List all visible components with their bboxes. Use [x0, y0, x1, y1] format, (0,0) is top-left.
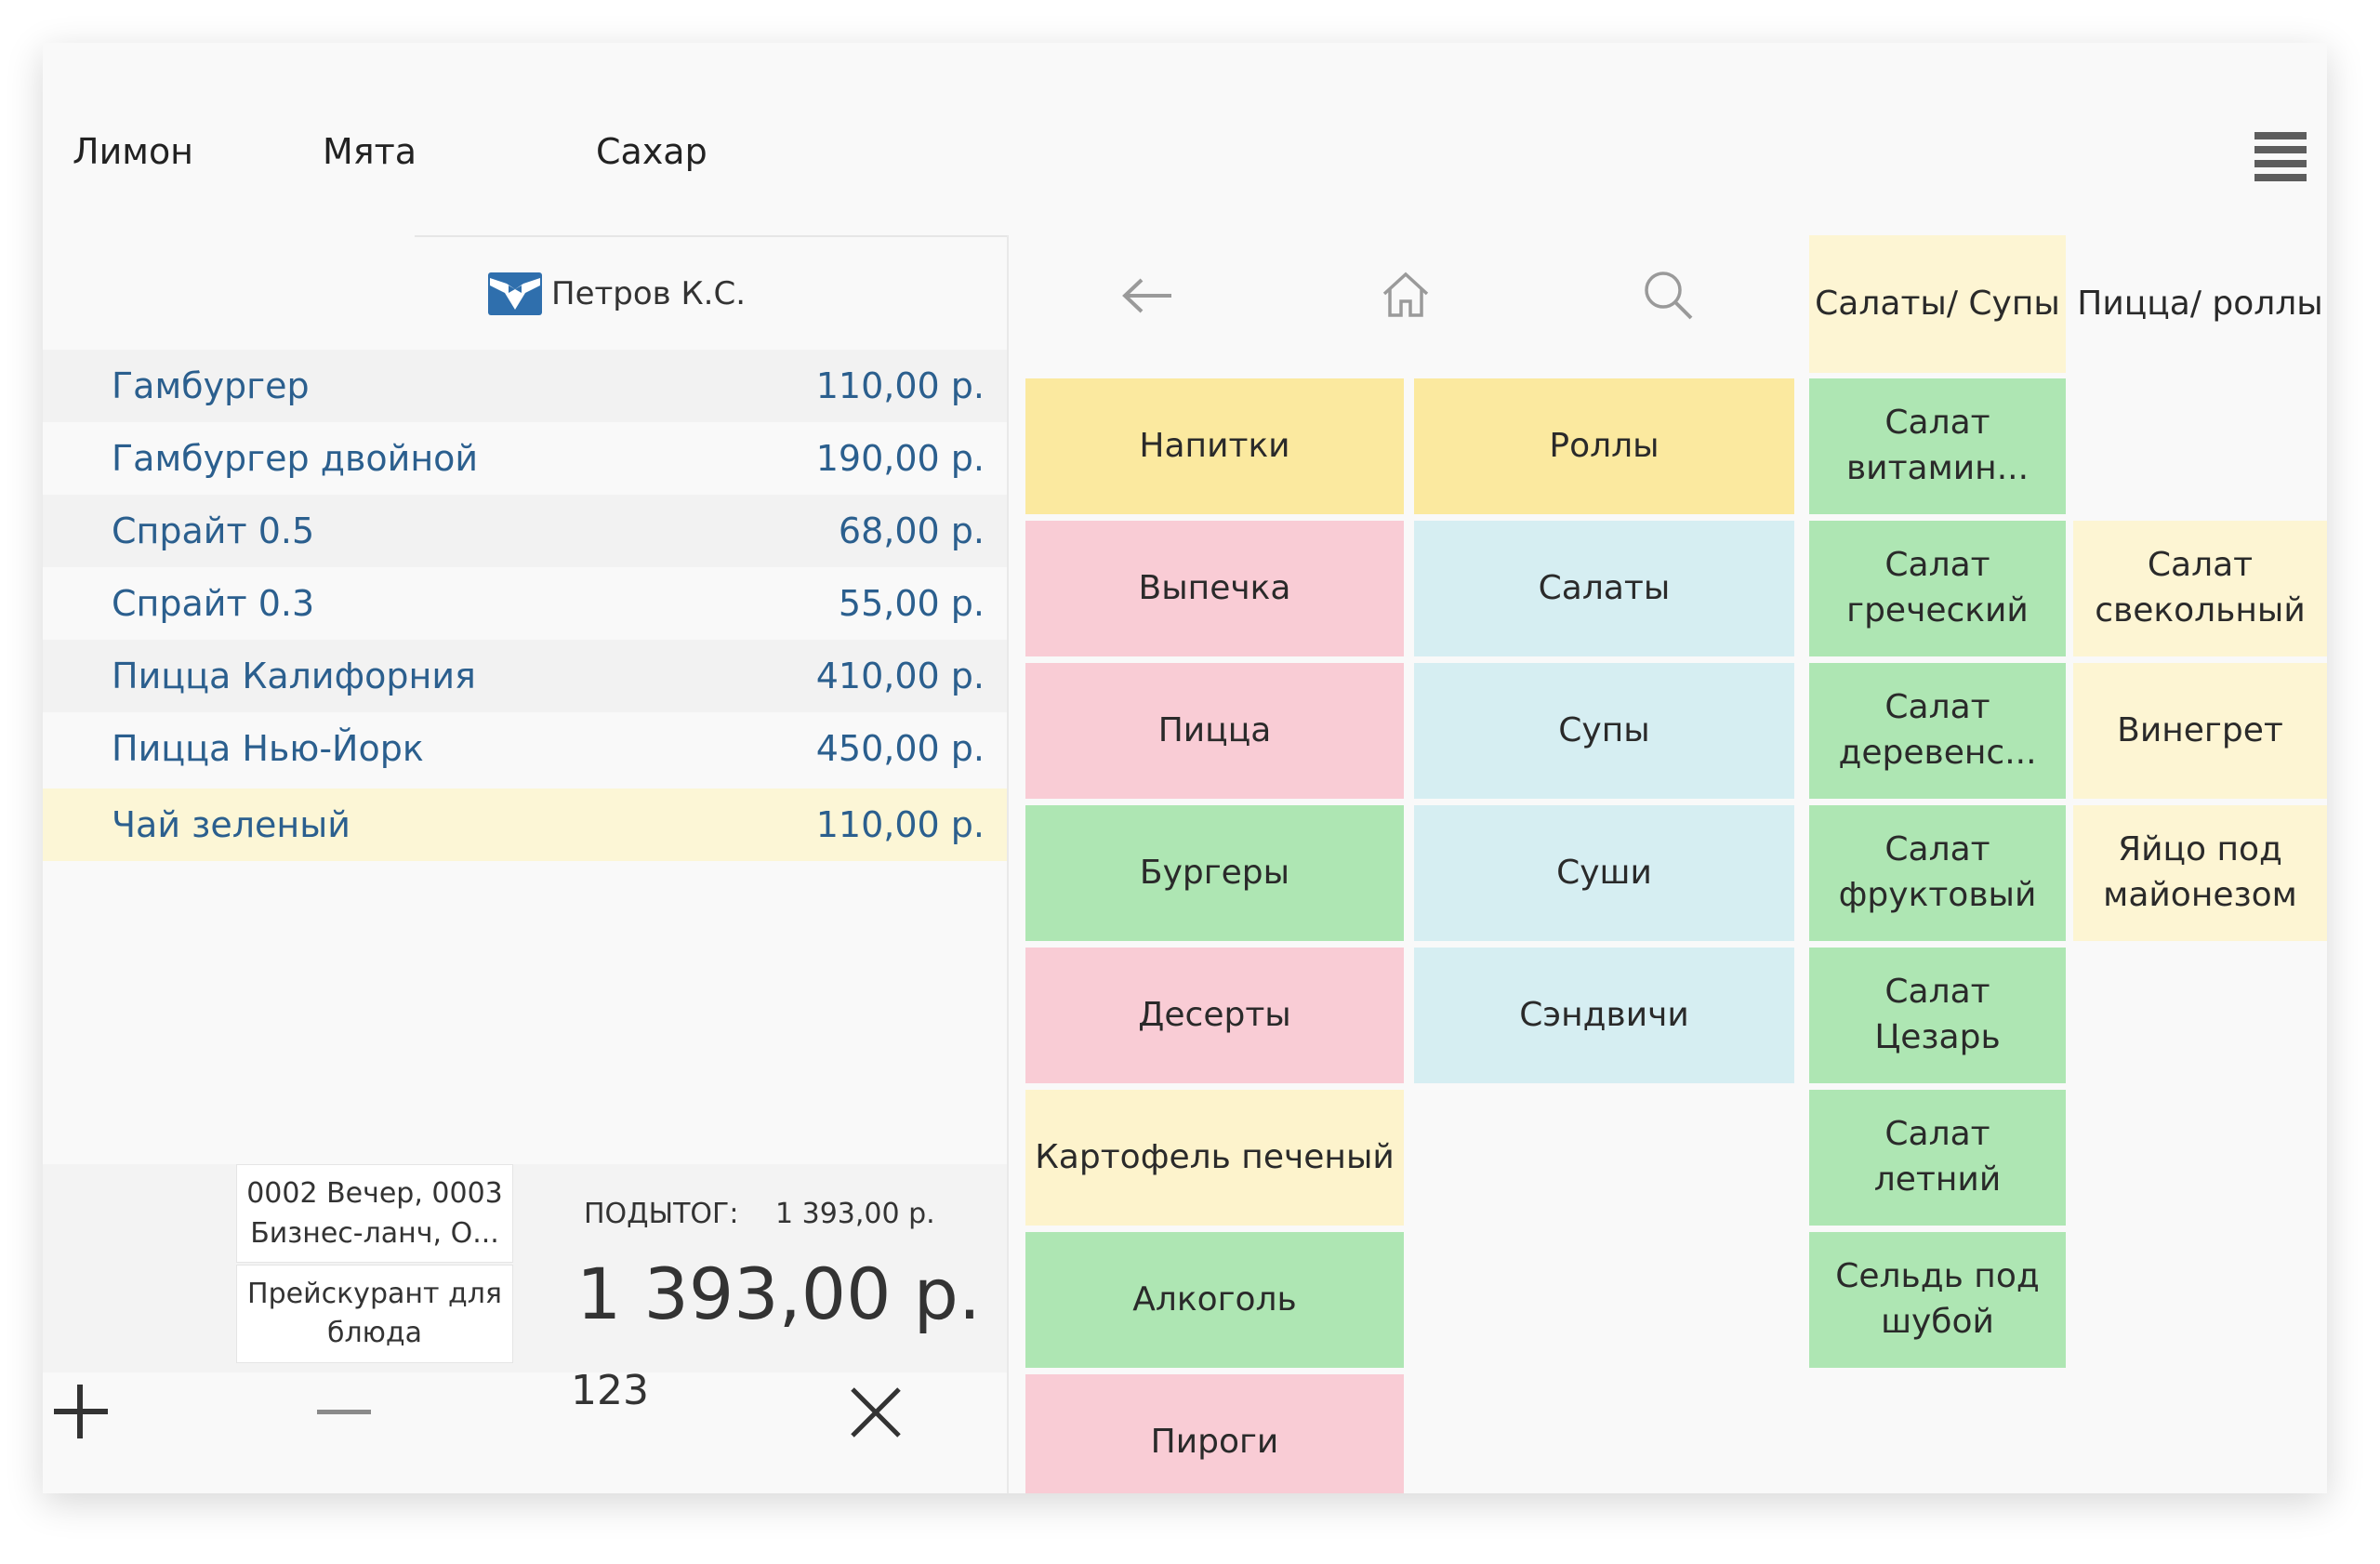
- order-item-price: 450,00 р.: [815, 728, 985, 769]
- category-alcohol[interactable]: Алкоголь: [1025, 1232, 1404, 1368]
- dish-salad-vitamin[interactable]: Салат витамин...: [1809, 378, 2066, 514]
- dish-salad-village[interactable]: Салат деревенс...: [1809, 663, 2066, 799]
- order-item-price: 110,00 р.: [815, 804, 985, 845]
- dish-salad-caesar[interactable]: Салат Цезарь: [1809, 948, 2066, 1083]
- order-item-name: Спрайт 0.3: [112, 583, 315, 624]
- category-pies[interactable]: Пироги: [1025, 1374, 1404, 1493]
- dish-salad-greek[interactable]: Салат греческий: [1809, 521, 2066, 656]
- waiter-badge[interactable]: Петров К.С.: [488, 271, 746, 317]
- category-rolls[interactable]: Роллы: [1414, 378, 1794, 514]
- dish-herring-under-coat[interactable]: Сельдь под шубой: [1809, 1232, 2066, 1368]
- order-row-selected[interactable]: Чай зеленый 110,00 р.: [43, 789, 1007, 861]
- order-item-price: 110,00 р.: [815, 365, 985, 406]
- pricelist-cell[interactable]: Прейскурант для блюда: [236, 1265, 513, 1363]
- category-sandwiches[interactable]: Сэндвичи: [1414, 948, 1794, 1083]
- order-row[interactable]: Пицца Калифорния 410,00 р.: [43, 640, 1007, 712]
- order-item-price: 55,00 р.: [838, 583, 985, 624]
- order-item-name: Спрайт 0.5: [112, 510, 315, 551]
- dish-salad-summer[interactable]: Салат летний: [1809, 1090, 2066, 1226]
- order-item-name: Гамбургер: [112, 365, 310, 406]
- back-arrow-icon[interactable]: [1121, 277, 1173, 314]
- dish-salad-beet[interactable]: Салат свекольный: [2073, 521, 2327, 656]
- category-sushi[interactable]: Суши: [1414, 805, 1794, 941]
- order-item-name: Гамбургер двойной: [112, 438, 479, 479]
- order-summary: [43, 1164, 1007, 1372]
- category-baked-potato[interactable]: Картофель печеный: [1025, 1090, 1404, 1226]
- tab-salads-soups[interactable]: Салаты/ Супы: [1809, 235, 2066, 373]
- header-divider: [415, 235, 1007, 237]
- search-icon[interactable]: [1643, 270, 1693, 320]
- order-item-name: Пицца Калифорния: [112, 656, 476, 696]
- minus-icon[interactable]: [317, 1410, 371, 1417]
- tab-pizza-rolls[interactable]: Пицца/ роллы: [2073, 235, 2327, 373]
- category-drinks[interactable]: Напитки: [1025, 378, 1404, 514]
- order-row[interactable]: Гамбургер двойной 190,00 р.: [43, 422, 1007, 495]
- category-burgers[interactable]: Бургеры: [1025, 805, 1404, 941]
- dish-egg-mayonnaise[interactable]: Яйцо под майонезом: [2073, 805, 2327, 941]
- quantity-value[interactable]: 123: [571, 1367, 649, 1414]
- close-icon[interactable]: [850, 1386, 902, 1438]
- panel-divider: [1007, 235, 1009, 1493]
- top-bar: Лимон Мята Сахар: [43, 43, 2327, 234]
- subtotal-value: 1 393,00 р.: [775, 1198, 935, 1230]
- waiter-name: Петров К.С.: [551, 275, 747, 312]
- dish-salad-fruit[interactable]: Салат фруктовый: [1809, 805, 2066, 941]
- order-item-name: Чай зеленый: [112, 804, 350, 845]
- top-tab-mint[interactable]: Мята: [323, 131, 417, 172]
- top-tab-lemon[interactable]: Лимон: [73, 131, 194, 172]
- category-bakery[interactable]: Выпечка: [1025, 521, 1404, 656]
- top-tab-sugar[interactable]: Сахар: [596, 131, 707, 172]
- order-row[interactable]: Гамбургер 110,00 р.: [43, 350, 1007, 422]
- waiter-icon: [488, 272, 542, 315]
- category-desserts[interactable]: Десерты: [1025, 948, 1404, 1083]
- order-list: Гамбургер 110,00 р. Гамбургер двойной 19…: [43, 350, 1007, 861]
- total-value: 1 393,00 р.: [576, 1253, 981, 1335]
- category-salads[interactable]: Салаты: [1414, 521, 1794, 656]
- category-pizza[interactable]: Пицца: [1025, 663, 1404, 799]
- order-row[interactable]: Пицца Нью-Йорк 450,00 р.: [43, 712, 1007, 785]
- order-item-price: 190,00 р.: [815, 438, 985, 479]
- order-item-name: Пицца Нью-Йорк: [112, 728, 424, 769]
- pos-window: Лимон Мята Сахар Петров К.С. Гамбургер 1…: [43, 43, 2327, 1493]
- order-item-price: 68,00 р.: [838, 510, 985, 551]
- order-item-price: 410,00 р.: [815, 656, 985, 696]
- dish-vinegret[interactable]: Винегрет: [2073, 663, 2327, 799]
- order-row[interactable]: Спрайт 0.5 68,00 р.: [43, 495, 1007, 567]
- home-icon[interactable]: [1382, 272, 1430, 318]
- subtotal-label: ПОДЫТОГ:: [584, 1198, 739, 1230]
- discounts-cell[interactable]: 0002 Вечер, 0003 Бизнес-ланч, О...: [236, 1164, 513, 1263]
- hamburger-menu-icon[interactable]: [2254, 130, 2307, 182]
- plus-icon[interactable]: [54, 1385, 108, 1438]
- order-row[interactable]: Спрайт 0.3 55,00 р.: [43, 567, 1007, 640]
- category-soups[interactable]: Супы: [1414, 663, 1794, 799]
